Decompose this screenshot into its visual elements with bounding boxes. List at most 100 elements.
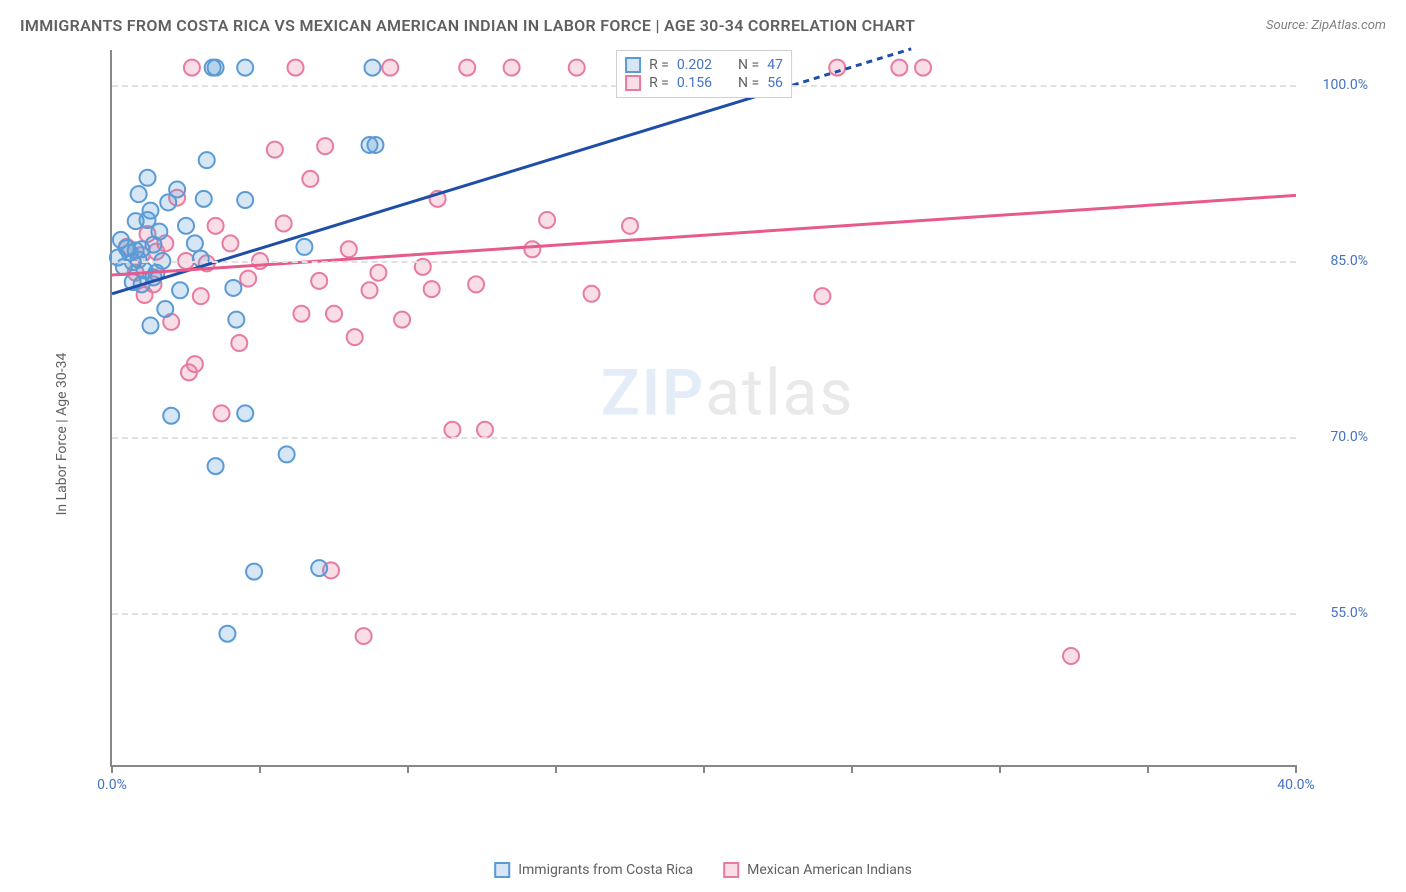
scatter-point xyxy=(237,60,253,76)
scatter-point xyxy=(222,235,238,251)
scatter-point xyxy=(178,218,194,234)
scatter-point xyxy=(394,312,410,328)
x-tick xyxy=(111,765,113,773)
x-tick xyxy=(703,765,705,773)
scatter-point xyxy=(187,356,203,372)
legend-swatch-b xyxy=(625,75,641,91)
x-tick xyxy=(999,765,1001,773)
plot-area: R = 0.202 N = 47 R = 0.156 N = 56 ZIPatl… xyxy=(110,50,1296,767)
legend-row-a: R = 0.202 N = 47 xyxy=(625,57,783,73)
n-value-b: 56 xyxy=(767,75,783,91)
scatter-point xyxy=(326,306,342,322)
scatter-point xyxy=(829,60,845,76)
scatter-point xyxy=(193,288,209,304)
scatter-point xyxy=(814,288,830,304)
chart-title: IMMIGRANTS FROM COSTA RICA VS MEXICAN AM… xyxy=(20,16,915,35)
scatter-point xyxy=(311,273,327,289)
scatter-point xyxy=(370,265,386,281)
scatter-point xyxy=(187,235,203,251)
grid-line xyxy=(112,437,1296,439)
legend-swatch-a-bottom xyxy=(494,862,510,878)
scatter-point xyxy=(424,281,440,297)
scatter-point xyxy=(584,286,600,302)
scatter-point xyxy=(444,422,460,438)
scatter-point xyxy=(302,171,318,187)
scatter-point xyxy=(569,60,585,76)
scatter-point xyxy=(276,215,292,231)
plot-container: In Labor Force | Age 30-34 R = 0.202 N =… xyxy=(50,50,1376,817)
scatter-point xyxy=(208,60,224,76)
scatter-point xyxy=(459,60,475,76)
y-tick-label: 70.0% xyxy=(1330,429,1368,445)
scatter-point xyxy=(219,626,235,642)
scatter-point xyxy=(142,317,158,333)
grid-line xyxy=(112,613,1296,615)
x-tick xyxy=(851,765,853,773)
scatter-point xyxy=(504,60,520,76)
scatter-point xyxy=(237,405,253,421)
scatter-point xyxy=(142,203,158,219)
n-value-a: 47 xyxy=(767,57,783,73)
scatter-point xyxy=(468,276,484,292)
scatter-point xyxy=(367,137,383,153)
x-tick xyxy=(407,765,409,773)
scatter-point xyxy=(1063,648,1079,664)
trend-line-b xyxy=(112,195,1296,275)
legend-swatch-a xyxy=(625,57,641,73)
scatter-point xyxy=(140,170,156,186)
y-axis-title: In Labor Force | Age 30-34 xyxy=(54,352,70,515)
scatter-point xyxy=(208,458,224,474)
bottom-legend: Immigrants from Costa Rica Mexican Ameri… xyxy=(494,862,912,878)
scatter-point xyxy=(356,628,372,644)
legend-swatch-b-bottom xyxy=(723,862,739,878)
scatter-point xyxy=(231,335,247,351)
scatter-point xyxy=(172,282,188,298)
scatter-point xyxy=(362,282,378,298)
grid-line xyxy=(112,261,1296,263)
scatter-point xyxy=(240,271,256,287)
x-tick-label: 40.0% xyxy=(1277,777,1315,793)
scatter-point xyxy=(163,408,179,424)
scatter-point xyxy=(208,218,224,234)
y-tick-label: 55.0% xyxy=(1330,605,1368,621)
legend-item-a: Immigrants from Costa Rica xyxy=(494,862,693,878)
x-tick xyxy=(555,765,557,773)
r-value-a: 0.202 xyxy=(677,57,712,73)
n-label-2: N = xyxy=(738,75,759,91)
scatter-point xyxy=(228,312,244,328)
scatter-point xyxy=(364,60,380,76)
scatter-point xyxy=(293,306,309,322)
legend-row-b: R = 0.156 N = 56 xyxy=(625,75,783,91)
scatter-point xyxy=(225,280,241,296)
x-tick xyxy=(1147,765,1149,773)
scatter-point xyxy=(311,560,327,576)
x-tick-label: 0.0% xyxy=(97,777,127,793)
series-b-label: Mexican American Indians xyxy=(747,862,912,878)
scatter-point xyxy=(246,564,262,580)
r-label: R = xyxy=(649,57,669,73)
legend-item-b: Mexican American Indians xyxy=(723,862,912,878)
scatter-point xyxy=(382,60,398,76)
scatter-point xyxy=(151,224,167,240)
y-tick-label: 100.0% xyxy=(1323,77,1368,93)
scatter-point xyxy=(196,191,212,207)
n-label: N = xyxy=(738,57,759,73)
scatter-point xyxy=(915,60,931,76)
series-a-label: Immigrants from Costa Rica xyxy=(518,862,693,878)
scatter-point xyxy=(237,192,253,208)
r-value-b: 0.156 xyxy=(677,75,712,91)
y-tick-label: 85.0% xyxy=(1330,253,1368,269)
r-label-2: R = xyxy=(649,75,669,91)
scatter-point xyxy=(347,329,363,345)
scatter-point xyxy=(184,60,200,76)
scatter-point xyxy=(199,152,215,168)
scatter-point xyxy=(214,405,230,421)
scatter-point xyxy=(157,301,173,317)
scatter-point xyxy=(317,138,333,154)
scatter-point xyxy=(279,446,295,462)
x-tick xyxy=(1295,765,1297,773)
chart-svg xyxy=(112,50,1296,765)
scatter-point xyxy=(622,218,638,234)
correlation-legend: R = 0.202 N = 47 R = 0.156 N = 56 xyxy=(616,50,792,98)
scatter-point xyxy=(524,241,540,257)
